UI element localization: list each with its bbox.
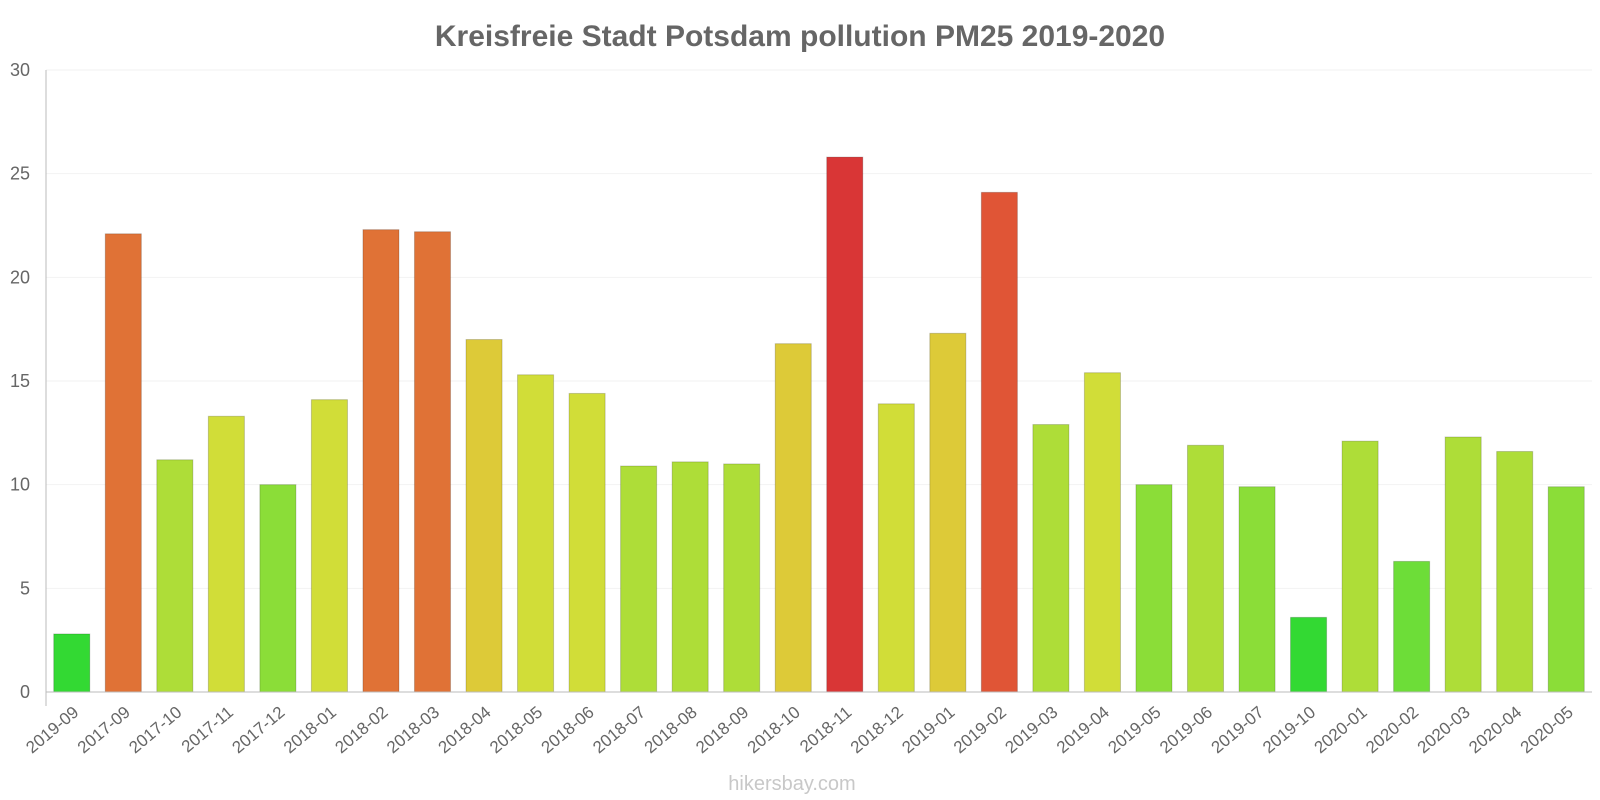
bar-2019-03 [1032, 424, 1070, 693]
x-tick-label: 2018-06 [538, 703, 598, 758]
bar-2018-11 [826, 156, 864, 693]
bar-2018-02 [362, 229, 400, 693]
site-credit: hikersbay.com [728, 773, 855, 795]
y-tick-label: 20 [10, 267, 30, 287]
bar-2018-05 [517, 374, 555, 693]
bar-2017-10 [156, 459, 194, 693]
x-tick-label: 2018-01 [280, 703, 340, 758]
bar-2019-01 [929, 332, 967, 693]
bars [53, 156, 1585, 693]
y-tick-label: 5 [20, 578, 30, 598]
bar-2018-06 [568, 392, 606, 693]
bar-2020-04 [1496, 450, 1534, 693]
y-tick-label: 10 [10, 475, 30, 495]
bar-2018-12 [877, 403, 915, 693]
bar-2020-01 [1341, 440, 1379, 693]
x-tick-label: 2018-05 [486, 703, 546, 758]
bar-2018-10 [774, 343, 812, 693]
bar-2018-01 [310, 399, 348, 693]
x-tick-label: 2019-05 [1105, 703, 1165, 758]
bar-2019-06 [1186, 444, 1225, 693]
x-tick-label: 2019-07 [1208, 703, 1268, 758]
x-tick-label: 2017-11 [178, 703, 237, 757]
x-tick-label: 2018-08 [641, 703, 701, 758]
x-tick-label: 2018-03 [383, 703, 443, 758]
bar-2019-10 [1290, 616, 1328, 693]
bar-2020-03 [1444, 436, 1482, 693]
x-tick-label: 2017-09 [74, 703, 134, 758]
bar-2020-02 [1393, 560, 1431, 693]
x-tick-label: 2018-11 [796, 703, 855, 757]
bar-2018-09 [723, 463, 761, 693]
x-tick-label: 2019-06 [1156, 703, 1216, 758]
x-tick-label: 2020-02 [1362, 703, 1422, 758]
bar-2017-12 [259, 484, 297, 693]
bar-2019-07 [1238, 486, 1276, 693]
x-tick-label: 2018-09 [692, 703, 752, 758]
bar-2019-04 [1083, 372, 1121, 693]
x-tick-label: 2019-02 [950, 703, 1010, 758]
x-tick-label: 2019-04 [1053, 703, 1113, 758]
x-tick-label: 2020-05 [1517, 703, 1577, 758]
x-tick-label: 2017-12 [228, 703, 288, 758]
y-tick-label: 0 [20, 682, 30, 702]
bar-2018-08 [671, 461, 709, 693]
x-tick-label: 2018-02 [332, 703, 392, 758]
x-tick-label: 2019-01 [898, 703, 958, 758]
bar-2019-09 [53, 633, 91, 693]
x-tick-label: 2020-04 [1465, 703, 1525, 758]
x-tick-label: 2019-10 [1259, 703, 1319, 758]
y-tick-label: 15 [10, 371, 30, 391]
chart-title: Kreisfreie Stadt Potsdam pollution PM25 … [435, 20, 1165, 53]
bar-2017-11 [207, 415, 245, 693]
x-tick-label: 2018-10 [744, 703, 804, 758]
bar-2018-03 [413, 231, 452, 693]
y-tick-label: 30 [10, 60, 30, 80]
y-tick-label: 25 [10, 164, 30, 184]
bar-2019-02 [980, 191, 1018, 693]
bar-2017-09 [104, 233, 142, 693]
x-tick-label: 2017-10 [125, 703, 185, 758]
x-tick-label: 2020-01 [1311, 703, 1371, 758]
x-tick-label: 2019-03 [1001, 703, 1061, 758]
axes [45, 70, 1592, 706]
x-tick-label: 2020-03 [1414, 703, 1474, 758]
x-tick-label: 2019-09 [22, 703, 82, 758]
x-tick-labels: 2019-092017-092017-102017-112017-122018-… [22, 703, 1576, 758]
x-tick-label: 2018-12 [847, 703, 907, 758]
x-tick-label: 2018-07 [589, 703, 649, 758]
x-tick-label: 2018-04 [435, 703, 495, 758]
bar-2018-04 [465, 339, 503, 693]
grid-lines [46, 69, 1592, 589]
bar-2020-05 [1547, 486, 1585, 693]
bar-2019-05 [1135, 484, 1173, 693]
bar-2018-07 [620, 465, 658, 693]
y-tick-labels: 0 5 10 15 20 25 30 [10, 60, 30, 702]
